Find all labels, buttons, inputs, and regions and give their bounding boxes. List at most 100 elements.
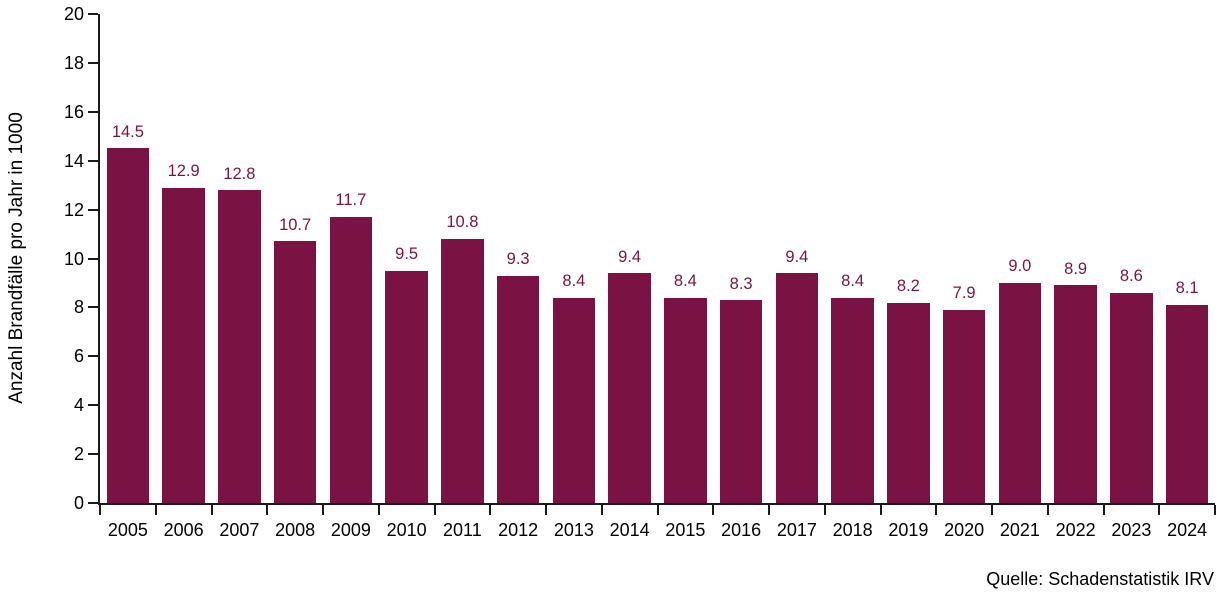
bar-value-label: 8.3: [729, 274, 753, 293]
x-axis-tick: [1158, 505, 1161, 515]
bar: [998, 282, 1042, 503]
x-axis-tick: [433, 505, 436, 515]
x-axis-category-label: 2013: [553, 520, 594, 540]
y-axis-tick-label: 4: [73, 395, 84, 416]
x-axis-tick: [991, 505, 993, 515]
y-axis-tick-label: 16: [63, 101, 84, 122]
x-axis-category-label: 2014: [609, 520, 650, 540]
x-axis-tick: [1214, 505, 1216, 515]
x-axis-tick: [768, 505, 770, 515]
bar-value-label: 8.4: [562, 272, 586, 291]
x-axis-tick: [99, 505, 101, 515]
x-axis-tick: [879, 505, 882, 515]
bar: [942, 309, 986, 503]
x-axis-tick: [712, 505, 715, 515]
bar-value-label: 9.4: [785, 247, 809, 266]
bar: [106, 148, 150, 503]
x-axis-line: [98, 503, 1215, 505]
y-axis-tick-label: 0: [73, 493, 84, 513]
bar: [719, 300, 763, 503]
x-axis-category-label: 2010: [386, 520, 427, 540]
y-axis-tick-label: 8: [73, 297, 84, 318]
y-axis-tick-label: 10: [63, 248, 84, 269]
x-axis-category-label: 2008: [275, 520, 316, 540]
x-axis-category-label: 2018: [832, 520, 873, 540]
x-axis-tick: [210, 505, 213, 515]
y-axis-tick: [88, 159, 98, 162]
x-axis-tick: [545, 505, 547, 515]
bar: [775, 273, 819, 503]
bar-value-label: 9.0: [1008, 257, 1032, 276]
bar-value-label: 7.9: [952, 284, 976, 303]
y-axis-tick-label: 18: [63, 52, 84, 73]
x-axis-tick: [322, 505, 324, 515]
x-axis-category-label: 2006: [163, 520, 204, 540]
bar-value-label: 8.2: [896, 277, 920, 296]
y-axis-tick: [88, 257, 98, 260]
bar: [1165, 304, 1209, 503]
bar: [162, 187, 205, 503]
y-axis-tick: [88, 208, 98, 211]
x-axis-category-label: 2022: [1055, 520, 1096, 540]
y-axis-tick-label: 2: [73, 444, 84, 465]
x-axis-category-label: 2024: [1167, 520, 1208, 540]
bar-value-label: 8.6: [1119, 267, 1143, 286]
source-note: Quelle: Schadenstatistik IRV: [986, 569, 1214, 589]
bar-value-label: 8.9: [1064, 259, 1088, 278]
x-axis-tick: [377, 505, 380, 515]
y-axis-tick: [88, 306, 98, 309]
bar-value-label: 9.5: [395, 245, 419, 264]
bar-value-label: 10.7: [279, 215, 312, 234]
x-axis-category-label: 2009: [330, 520, 371, 540]
bar: [496, 275, 540, 503]
x-axis-tick: [1046, 505, 1049, 515]
x-axis-tick: [600, 505, 603, 515]
bar: [1054, 285, 1097, 503]
y-axis-tick: [88, 355, 98, 358]
x-axis-category-label: 2023: [1111, 520, 1152, 540]
bar: [385, 270, 428, 503]
bar: [608, 273, 651, 503]
y-axis-tick: [88, 61, 98, 64]
bar: [887, 302, 930, 503]
x-axis-category-label: 2011: [443, 520, 482, 540]
bar: [1110, 292, 1153, 503]
y-axis-tick-label: 14: [63, 150, 84, 171]
x-axis-category-label: 2017: [776, 520, 817, 540]
plot-area: 0 2 4 6 8 10 12 14 16 18 20 14.5 2005 12.9 2006 12.8 200…: [64, 5, 1216, 539]
x-axis-category-label: 2012: [498, 520, 539, 540]
x-axis-category-label: 2007: [219, 520, 260, 540]
y-axis-tick: [88, 110, 98, 113]
y-axis-tick-label: 20: [63, 4, 84, 24]
bar-value-label: 9.3: [506, 250, 530, 269]
y-axis-tick: [88, 404, 98, 407]
x-axis-tick: [1102, 505, 1105, 515]
bar: [441, 238, 484, 503]
bar: [664, 297, 707, 503]
y-axis-tick-label: 12: [63, 199, 84, 220]
bar: [273, 241, 317, 503]
bar: [831, 297, 874, 503]
y-axis-tick: [88, 453, 98, 456]
bar: [329, 216, 373, 503]
y-axis-title: Anzahl Brandfälle pro Jahr in 1000: [6, 112, 27, 404]
x-axis-category-label: 2005: [107, 520, 148, 540]
x-axis-category-label: 2020: [944, 520, 985, 540]
x-axis-category-label: 2016: [721, 520, 762, 540]
y-axis-line: [98, 14, 100, 505]
x-axis-tick: [823, 505, 826, 515]
bar-value-label: 10.8: [446, 213, 479, 232]
bar-value-label: 8.4: [841, 272, 865, 291]
x-axis-tick: [154, 505, 157, 515]
y-axis-tick-label: 6: [73, 346, 84, 367]
bar-value-label: 12.8: [223, 164, 256, 183]
bar: [218, 190, 261, 503]
bar-value-label: 9.4: [618, 247, 642, 266]
x-axis-category-label: 2015: [665, 520, 706, 540]
x-axis-tick: [935, 505, 938, 515]
y-axis-tick: [88, 13, 98, 15]
x-axis-category-label: 2019: [888, 520, 929, 540]
bar: [552, 297, 596, 503]
bar-value-label: 8.4: [673, 272, 697, 291]
